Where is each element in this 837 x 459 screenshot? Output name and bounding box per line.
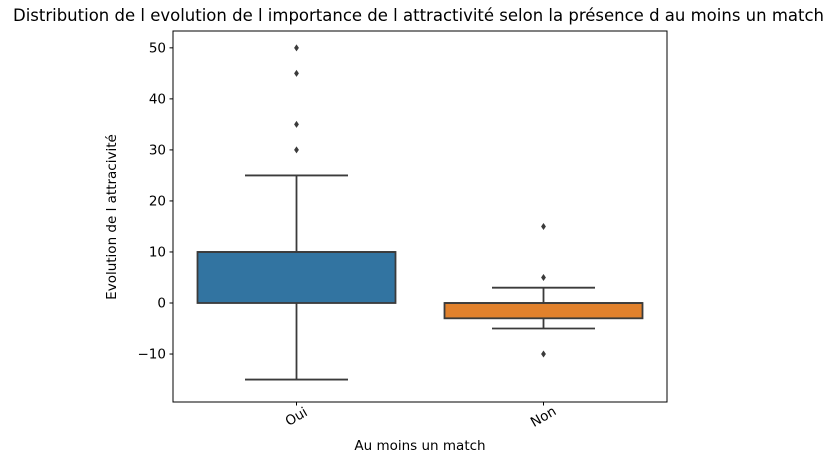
y-tick-label: 30 (149, 143, 166, 159)
box-group-non (443, 222, 644, 358)
x-tick-label-non: Non (528, 403, 559, 430)
x-tick-label-oui: Oui (283, 404, 311, 429)
outlier-point (294, 120, 299, 128)
outlier-point (294, 69, 299, 77)
box-group-oui (196, 44, 397, 381)
axes-frame (172, 30, 668, 403)
y-tick-label: 10 (149, 245, 166, 261)
outlier-point (541, 350, 546, 358)
outlier-point (541, 222, 546, 230)
outlier-point (294, 146, 299, 154)
box-rect (196, 251, 397, 304)
outlier-point (294, 44, 299, 52)
x-axis-label: Au moins un match (354, 438, 486, 454)
outlier-point (541, 273, 546, 281)
y-tick-label: 0 (157, 296, 166, 312)
chart-title: Distribution de l evolution de l importa… (12, 6, 825, 25)
y-tick-label: −10 (138, 347, 167, 363)
y-tick-label: 40 (149, 92, 166, 108)
y-tick-label: 20 (149, 194, 166, 210)
y-tick-label: 50 (149, 41, 166, 57)
box-rect (443, 302, 644, 320)
